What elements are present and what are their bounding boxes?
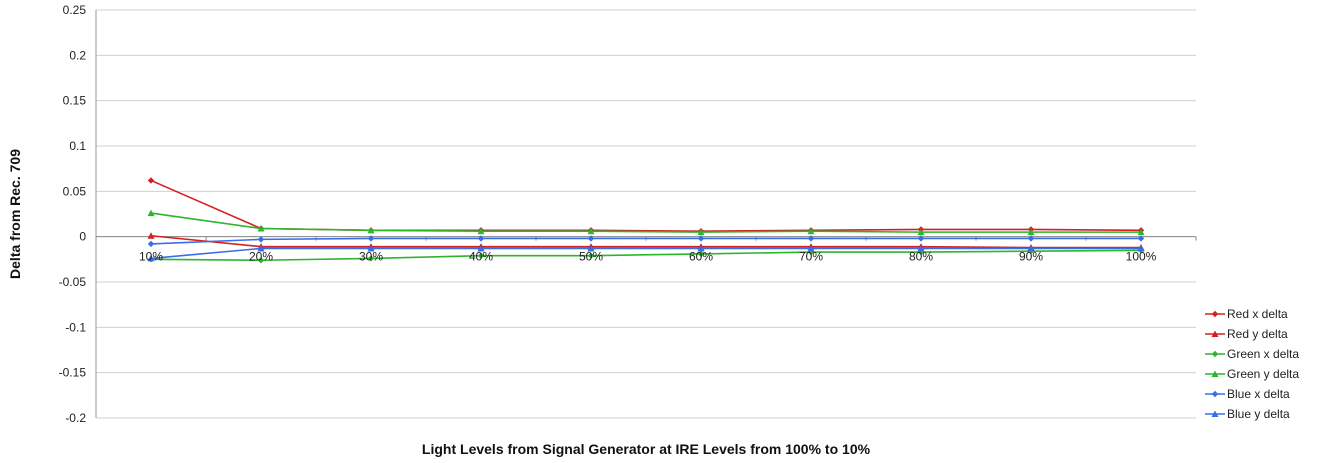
y-tick-label: -0.1 [65,320,86,334]
legend-label: Red x delta [1227,307,1288,321]
series-red-x-delta [147,177,1145,235]
data-point [367,235,375,242]
y-tick-label: 0.05 [63,184,87,198]
legend: Red x delta Red y delta Green x delta Green… [1205,307,1299,421]
data-point [587,235,595,242]
data-point [147,232,155,239]
x-tick-label: 30% [359,250,383,264]
data-point [147,254,155,262]
legend-marker [1211,410,1219,417]
data-point [917,228,925,236]
legend-item: Green x delta [1205,347,1299,361]
series-line-blue-y-delta [150,247,1141,260]
x-tick-label: 60% [689,250,713,264]
x-tick-label: 40% [469,250,493,264]
legend-marker [1211,350,1219,358]
data-point [697,235,705,242]
x-tick-label: 10% [139,250,163,264]
y-tick-label: -0.05 [59,275,87,289]
legend-label: Green x delta [1227,347,1299,361]
legend-item: Red y delta [1205,327,1288,341]
x-tick-label: 80% [909,250,933,264]
data-point [257,257,265,264]
legend-label: Red y delta [1227,327,1288,341]
data-point [697,228,705,236]
x-tick-label: 20% [249,250,273,264]
gridlines [96,9,1196,419]
legend-marker [1211,390,1219,398]
x-tick-label: 100% [1126,250,1157,264]
x-tick-label: 70% [799,250,823,264]
legend-item: Blue y delta [1205,407,1290,421]
series-line-green-y-delta [150,212,1141,233]
y-tick-label: -0.15 [59,366,87,380]
series-green-x-delta [147,247,1145,264]
legend-label: Blue x delta [1227,387,1290,401]
series-line-blue-x-delta [150,237,1141,245]
data-point [1137,244,1145,252]
data-point [1027,228,1035,236]
data-point [257,236,265,243]
x-tick-label: 90% [1019,250,1043,264]
series-blue-x-delta [147,235,1145,248]
data-point [917,235,925,242]
data-point [477,235,485,242]
data-point [1137,228,1145,236]
y-tick-label: 0.15 [63,94,87,108]
data-point [477,244,485,252]
data-point [367,244,375,252]
x-tick-label: 50% [579,250,603,264]
data-point [1027,235,1035,242]
tick-labels: -0.2 -0.15 -0.1 -0.05 0 0.05 0.1 0.15 0.2 0.25 10%… [59,3,1157,425]
data-point [477,252,485,259]
data-point [917,244,925,252]
series-line-red-y-delta [150,234,1141,249]
legend-marker [1211,330,1219,337]
data-point [807,235,815,242]
data-point [147,240,155,248]
data-point [367,255,375,262]
series-group [147,177,1145,264]
data-point [147,209,155,217]
series-line-red-x-delta [150,179,1142,233]
x-axis-title: Light Levels from Signal Generator at IR… [422,441,871,457]
y-tick-label: 0 [79,230,86,244]
y-tick-label: 0.25 [63,3,87,17]
legend-marker [1211,370,1219,377]
data-point [257,244,265,252]
series-green-y-delta [147,209,1145,236]
data-point [587,227,595,235]
y-tick-label: 0.1 [69,139,86,153]
legend-label: Green y delta [1227,367,1299,381]
series-line-green-x-delta [150,249,1142,262]
legend-item: Red x delta [1205,307,1288,321]
data-point [257,225,265,232]
data-point [587,252,595,259]
legend-label: Blue y delta [1227,407,1290,421]
data-point [697,244,705,252]
data-point [147,177,155,184]
legend-item: Green y delta [1205,367,1299,381]
data-point [1137,235,1145,242]
data-point [477,227,485,235]
legend-marker [1211,310,1219,318]
data-point [587,244,595,252]
data-point [807,244,815,252]
data-point [697,250,705,258]
axes [95,10,1197,418]
y-tick-label: 0.2 [69,48,86,62]
data-point [1027,244,1035,252]
series-blue-y-delta [147,244,1145,262]
y-axis-title: Delta from Rec. 709 [7,149,23,279]
y-tick-label: -0.2 [65,411,86,425]
legend-item: Blue x delta [1205,387,1290,401]
data-point [367,226,375,234]
data-point [807,227,815,235]
